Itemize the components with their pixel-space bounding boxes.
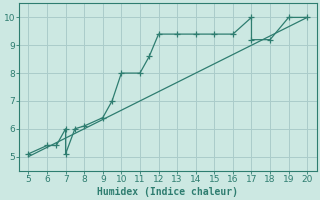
- X-axis label: Humidex (Indice chaleur): Humidex (Indice chaleur): [97, 186, 238, 197]
